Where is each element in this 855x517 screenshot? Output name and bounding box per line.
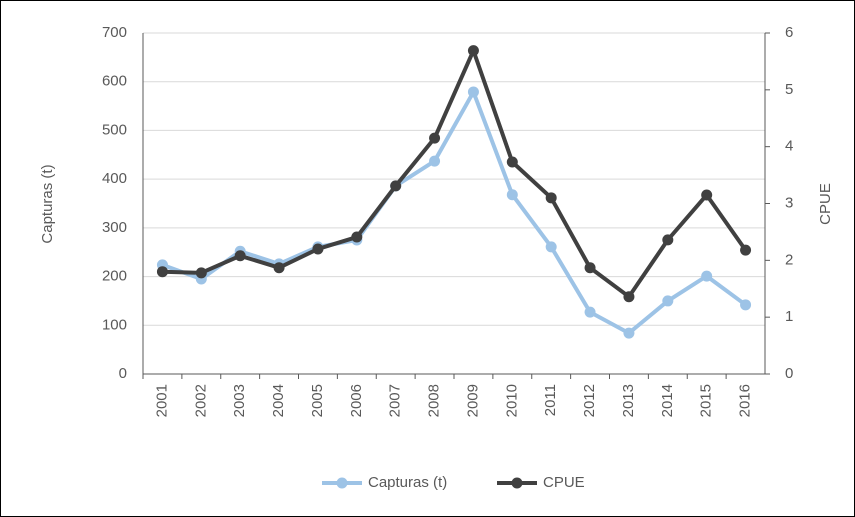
y2-tick-label: 6 [785,24,793,41]
marker [506,156,518,168]
x-tick-label: 2006 [348,384,365,417]
marker [545,192,557,204]
marker [584,262,596,274]
marker [545,241,557,253]
x-tick-label: 2015 [698,384,715,417]
marker [234,250,246,262]
x-tick-label: 2014 [659,384,676,417]
y-tick-label: 0 [119,365,127,382]
y2-tick-label: 2 [785,251,793,268]
y-tick-label: 600 [102,73,127,90]
marker [662,295,674,307]
marker [312,243,324,255]
marker [506,189,518,201]
marker [623,327,635,339]
y-tick-label: 400 [102,170,127,187]
y2-tick-label: 4 [785,138,793,155]
y-tick-label: 500 [102,121,127,138]
marker [273,262,285,274]
marker [740,244,752,256]
y2-tick-label: 5 [785,81,793,98]
marker [701,270,713,282]
marker [662,234,674,246]
marker [467,45,479,57]
x-tick-label: 2005 [309,384,326,417]
x-tick-label: 2003 [231,384,248,417]
line [161,89,747,336]
marker [195,267,207,279]
x-tick-label: 2012 [581,384,598,417]
x-tick-label: 2008 [426,384,443,417]
legend-marker [336,477,348,489]
x-tick-label: 2013 [620,384,637,417]
y2-tick-label: 0 [785,365,793,382]
marker [390,180,402,192]
y-tick-label: 700 [102,24,127,41]
marker [156,266,168,278]
marker [623,291,635,303]
y-tick-label: 200 [102,268,127,285]
marker [740,299,752,311]
y2-tick-label: 1 [785,308,793,325]
y2-axis-title: CPUE [817,183,834,225]
marker [467,86,479,98]
x-tick-label: 2007 [387,384,404,417]
y2-tick-label: 3 [785,194,793,211]
y-tick-label: 300 [102,219,127,236]
x-tick-label: 2010 [503,384,520,417]
y-tick-label: 100 [102,316,127,333]
marker [701,189,713,201]
marker [351,231,363,243]
x-tick-label: 2002 [192,384,209,417]
x-tick-label: 2011 [542,384,559,416]
x-tick-label: 2001 [153,384,170,417]
x-tick-label: 2004 [270,384,287,417]
legend-label: CPUE [543,474,585,491]
marker [429,155,441,167]
y-axis-title: Capturas (t) [39,164,56,243]
x-tick-label: 2016 [737,384,754,417]
legend-marker [511,477,523,489]
legend-label: Capturas (t) [368,474,447,491]
marker [429,132,441,144]
x-tick-label: 2009 [464,384,481,417]
marker [584,306,596,318]
line [162,48,748,299]
